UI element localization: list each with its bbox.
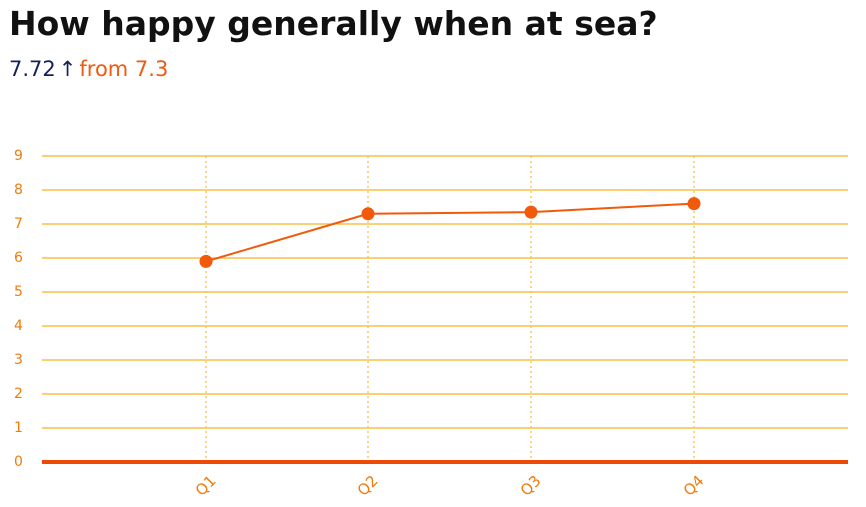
y-tick-label: 6 (14, 250, 23, 266)
y-tick-label: 3 (14, 352, 23, 368)
y-tick-label: 0 (14, 454, 23, 470)
x-tick-label: Q1 (192, 472, 220, 500)
grid-lines (42, 155, 848, 429)
y-axis-ticks: 0 1 2 3 4 5 6 7 8 9 (14, 148, 23, 470)
category-guides (205, 156, 695, 462)
x-tick-label: Q4 (680, 472, 708, 500)
y-tick-label: 2 (14, 386, 23, 402)
current-value: 7.72 (9, 57, 56, 81)
y-tick-label: 8 (14, 182, 23, 198)
y-tick-label: 4 (14, 318, 23, 334)
y-tick-label: 9 (14, 148, 23, 164)
x-axis-ticks: Q1 Q2 Q3 Q4 (192, 472, 708, 500)
series (199, 197, 701, 268)
chart-title: How happy generally when at sea? (9, 4, 658, 43)
data-point (524, 205, 538, 219)
y-tick-label: 7 (14, 216, 23, 232)
y-tick-label: 5 (14, 284, 23, 300)
data-point (361, 207, 375, 221)
y-tick-label: 1 (14, 420, 23, 436)
data-point (687, 197, 701, 211)
x-tick-label: Q2 (354, 472, 382, 500)
up-arrow-icon: ↑ (58, 57, 77, 81)
x-tick-label: Q3 (517, 472, 545, 500)
summary-line: 7.72 ↑ from 7.3 (9, 55, 168, 83)
series-line-0 (205, 202, 695, 263)
data-point (199, 254, 213, 268)
previous-value-text: from 7.3 (79, 57, 169, 81)
